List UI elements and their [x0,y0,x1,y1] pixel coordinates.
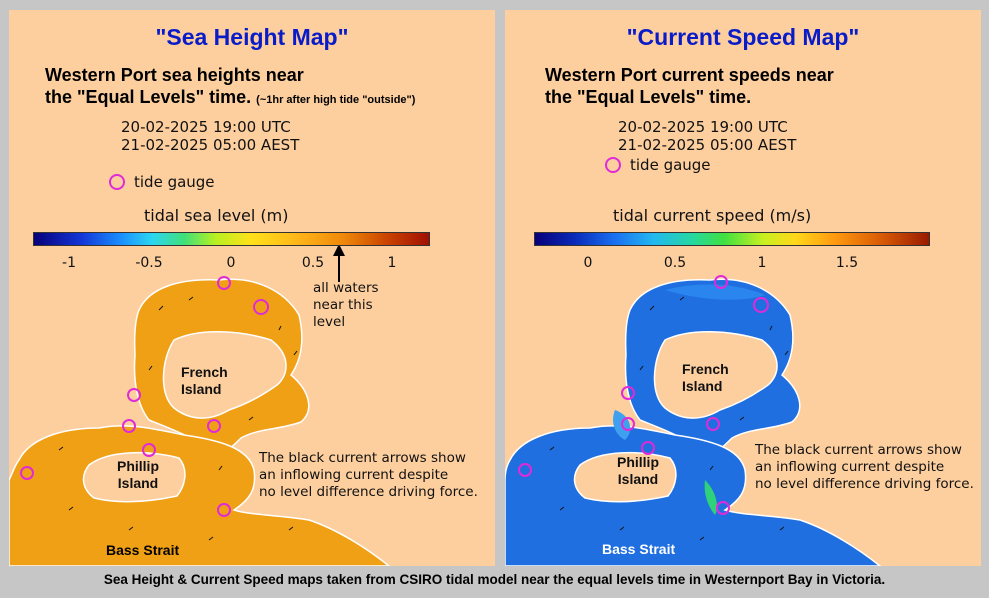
phillip-island-label: Phillip Island [117,458,159,491]
current-speed-tick: 1 [757,255,767,271]
french-island-label: French Island [682,361,729,394]
figure-caption: Sea Height & Current Speed maps taken fr… [103,572,886,587]
pointer-note: all waters near this level [313,280,379,330]
tide-gauge-icon [605,157,621,173]
current-arrows [58,296,298,541]
current-speed-title: "Current Speed Map" [626,24,860,50]
current-arrows [549,296,789,541]
bass-strait-label: Bass Strait [106,542,180,558]
french-island-label: French Island [181,364,228,397]
sea-height-heading: Western Port sea heights near the "Equal… [45,65,416,107]
current-speed-heading: Western Port current speeds near the "Eq… [545,65,834,107]
sea-level-tick: -1 [62,255,76,271]
tide-gauge-legend: tide gauge [605,156,711,174]
current-speed-colorbar [534,232,930,246]
current-speed-map [505,275,882,566]
current-arrows-note: The black current arrows show an inflowin… [259,450,478,500]
bass-strait-label: Bass Strait [602,541,676,557]
current-speed-colorbar-title: tidal current speed (m/s) [613,206,812,225]
sea-height-timestamp: 20-02-2025 19:00 UTC 21-02-2025 05:00 AE… [121,118,300,154]
phillip-island-label: Phillip Island [617,454,659,487]
sea-level-tick: 0 [226,255,236,271]
sea-height-map [9,244,391,566]
tide-gauge-legend: tide gauge [109,173,215,191]
current-speed-tick: 0.5 [663,255,687,271]
sea-height-title: "Sea Height Map" [155,24,349,50]
current-speed-tick: 1.5 [835,255,859,271]
sea-level-tick: 1 [387,255,397,271]
current-speed-panel: "Current Speed Map" Western Port current… [505,10,981,566]
sea-height-panel: "Sea Height Map" Western Port sea height… [9,10,495,566]
sea-level-tick: -0.5 [135,255,163,271]
current-speed-timestamp: 20-02-2025 19:00 UTC 21-02-2025 05:00 AE… [618,118,797,154]
current-speed-tick: 0 [583,255,593,271]
sea-level-tick: 0.5 [301,255,325,271]
current-arrows-note: The black current arrows show an inflowin… [755,442,974,492]
tide-gauge-icon [109,174,125,190]
sea-level-colorbar-title: tidal sea level (m) [144,206,289,225]
sea-level-colorbar [33,232,430,246]
